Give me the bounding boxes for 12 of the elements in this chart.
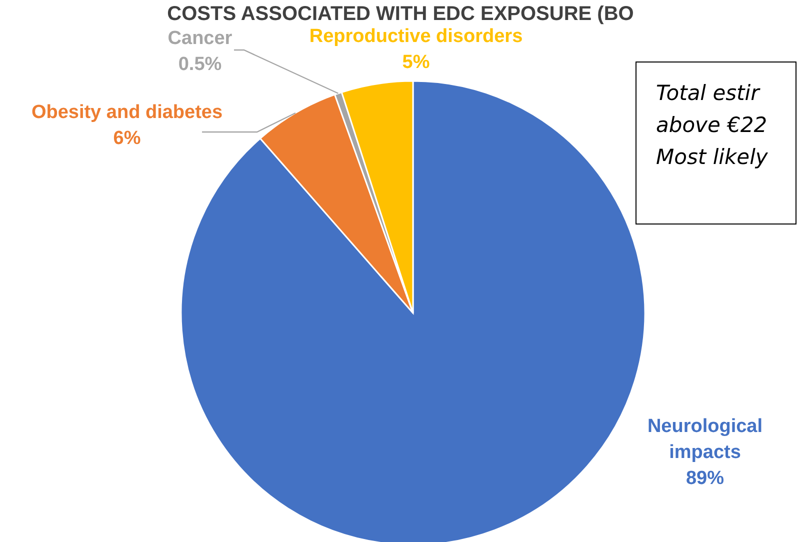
data-label: 0.5% bbox=[178, 54, 222, 75]
slice-label: Neurological impacts bbox=[647, 416, 763, 463]
data-label: 89% bbox=[686, 468, 724, 489]
text: Total estir bbox=[656, 81, 761, 105]
chart-title: COSTS ASSOCIATED WITH EDC EXPOSURE (BO bbox=[167, 3, 634, 25]
data-label: 6% bbox=[113, 128, 141, 149]
slice-label: Cancer bbox=[168, 28, 233, 49]
slice-label: Obesity and diabetes bbox=[31, 102, 223, 123]
data-label: 5% bbox=[402, 52, 430, 73]
text: Most likely bbox=[656, 145, 768, 169]
text: above €22 bbox=[656, 113, 768, 137]
slice-label: Reproductive disorders bbox=[309, 26, 523, 47]
